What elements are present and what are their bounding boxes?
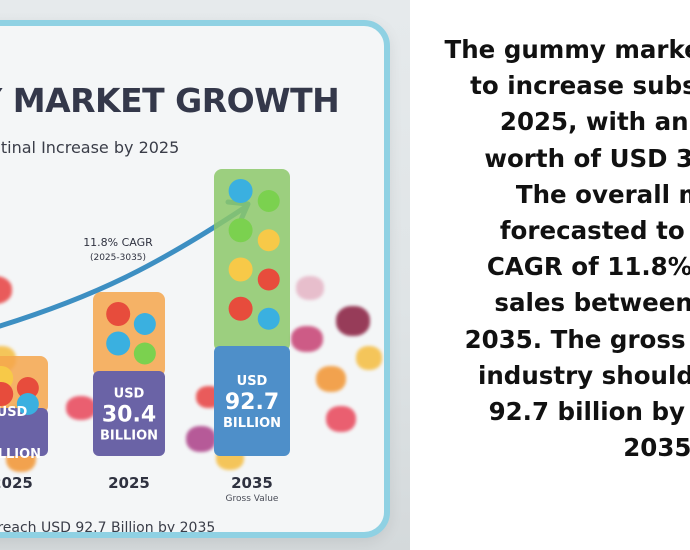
bar-label-currency: USD [0, 405, 28, 420]
bar-value-segment [93, 371, 165, 456]
bars-group: USDBILLION2025USD30.4BILLION2025USD92.7B… [0, 169, 290, 504]
gummy-icon [257, 229, 280, 252]
candy-decoration [336, 306, 370, 336]
description-line: The gummy market is expected [444, 35, 690, 64]
bar-value-label: 30.4 [102, 403, 156, 428]
description-panel: The gummy market is expected to increase … [410, 0, 690, 550]
category-label: 2025 [0, 474, 33, 492]
gummy-icon [106, 302, 131, 326]
gummy-icon [257, 190, 280, 212]
description-line: worth of USD 30.4 billion. [484, 143, 690, 173]
bar-upper-segment [93, 292, 165, 377]
market-bar-chart: 11.8% CAGR (2025-3035) USD BILLION 2025 USD… [0, 169, 290, 504]
gummy-icon [228, 296, 253, 321]
candy-decoration [326, 406, 356, 432]
infographic-footer: ales to reach USD 92.7 Billion by 2035 [0, 520, 216, 536]
bar-value-label: 92.7 [225, 390, 279, 415]
infographic-title: MY MARKET GROWTH [0, 81, 340, 120]
category-label: 2025 [108, 474, 150, 492]
bar-label-unit: BILLION [223, 416, 281, 431]
gummy-icon [228, 257, 253, 282]
bar-label-unit: BILLION [0, 447, 41, 462]
bar-value-segment [0, 408, 48, 456]
gummy-icon [16, 393, 39, 415]
description-line: 2035. The gross value of the [464, 324, 690, 354]
infographic-subtitle: Substatinal Increase by 2025 [0, 138, 180, 157]
description-line: to increase substantially by [470, 71, 690, 101]
gummy-icon [228, 218, 253, 243]
candy-decoration [296, 276, 324, 300]
candy-decoration [316, 366, 346, 392]
gummy-icon [133, 313, 156, 335]
description-line: 2035. [623, 433, 690, 463]
description-text: The gummy market is expected to increase … [410, 32, 690, 466]
category-label: 2035 [231, 474, 273, 492]
description-line: 2025, with an expected [499, 107, 690, 137]
gummy-icon [106, 331, 131, 356]
gummy-icon [228, 179, 253, 203]
gummy-icon [133, 342, 156, 365]
bar-value-segment [214, 346, 290, 456]
candy-decoration [186, 426, 216, 452]
bar-label-currency: USD [114, 387, 145, 402]
description-line: forecasted to grow at a [499, 216, 690, 246]
bar-label-unit: BILLION [100, 429, 158, 444]
bar-label-currency: USD [237, 374, 268, 389]
candy-decoration [291, 326, 323, 352]
gummy-icon [16, 377, 39, 399]
candy-decoration [66, 396, 96, 420]
gummy-icon [257, 307, 280, 330]
description-line: CAGR of 11.8% in gummy [486, 252, 690, 282]
description-line: sales between 2025 and [494, 288, 690, 318]
description-line: The overall market is [515, 179, 690, 209]
description-line: industry should reach USD [477, 360, 690, 390]
cagr-period: (2025-3035) [90, 253, 146, 263]
gummy-icon [257, 268, 280, 291]
description-line: 92.7 billion by the end of [488, 397, 690, 427]
gummy-icon [0, 382, 14, 406]
cagr-label: 11.8% CAGR [83, 236, 153, 249]
category-note: Gross Value [226, 494, 279, 504]
infographic-card: MY MARKET GROWTH Substatinal Increase by… [0, 20, 390, 538]
candy-decoration [356, 346, 382, 370]
infographic-panel: MY MARKET GROWTH Substatinal Increase by… [0, 0, 410, 550]
candy-decoration [0, 276, 12, 304]
